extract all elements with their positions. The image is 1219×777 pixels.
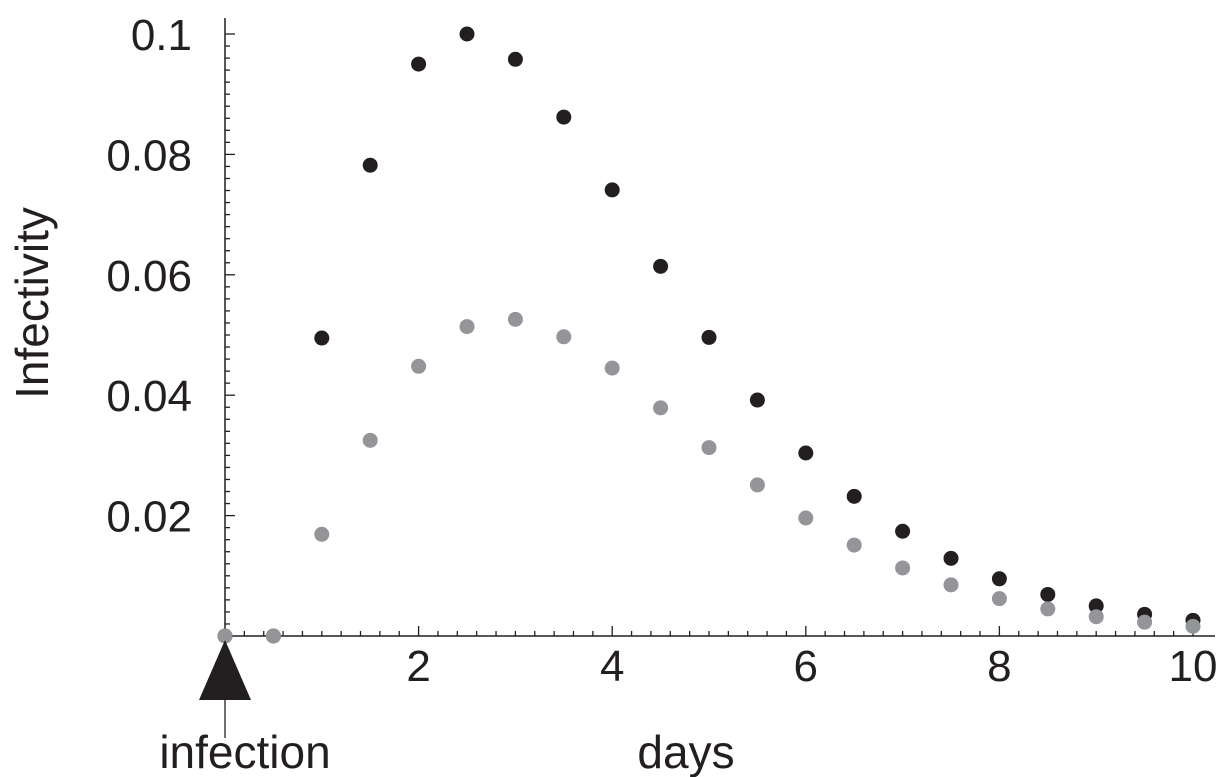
data-point [362,432,378,448]
data-point [749,477,765,493]
data-point [411,56,427,72]
data-point [314,330,330,346]
data-point [1088,609,1104,625]
series-2 [217,311,1201,644]
data-point [1185,618,1201,634]
data-point [701,329,717,345]
data-point [556,109,572,125]
data-point [991,591,1007,607]
data-point [846,537,862,553]
data-point [1040,601,1056,617]
data-point [653,400,669,416]
data-point [701,440,717,456]
data-point [943,550,959,566]
data-point [749,392,765,408]
data-point [943,577,959,593]
data-point [362,157,378,173]
data-point [459,319,475,335]
data-point [411,358,427,374]
y-tick-label: 0.02 [106,493,192,542]
data-point [459,26,475,42]
y-tick-label: 0.08 [106,131,192,180]
x-tick-label: 6 [794,642,818,691]
y-tick-label: 0.06 [106,252,192,301]
data-point [798,510,814,526]
data-point [895,523,911,539]
tick-labels: 0.02 0.04 0.06 0.08 0.1 2 4 6 8 10 [106,11,1217,691]
data-point [846,488,862,504]
data-point [798,445,814,461]
data-point [217,628,233,644]
data-point [604,360,620,376]
y-tick-label: 0.04 [106,372,192,421]
data-point [265,628,281,644]
minor-ticks [225,45,1175,636]
infection-annotation: infection [159,640,331,777]
y-tick-label: 0.1 [131,11,192,60]
data-point [1040,586,1056,602]
series-1 [217,26,1201,644]
y-axis-title: Infectivity [6,207,58,399]
infection-arrow-icon [199,640,251,700]
x-tick-label: 2 [406,642,430,691]
data-point [991,571,1007,587]
data-point [556,329,572,345]
data-point [653,258,669,274]
major-ticks [225,33,1194,636]
x-tick-label: 4 [600,642,624,691]
x-tick-label: 8 [987,642,1011,691]
data-point [895,560,911,576]
data-point [1088,598,1104,614]
infection-label: infection [159,726,330,777]
x-tick-label: 10 [1169,642,1218,691]
data-points [217,26,1201,644]
data-point [507,311,523,327]
data-point [604,182,620,198]
axes [219,18,1215,637]
data-point [314,526,330,542]
data-point [507,51,523,67]
x-axis-title: days [637,726,734,777]
data-point [1137,614,1153,630]
